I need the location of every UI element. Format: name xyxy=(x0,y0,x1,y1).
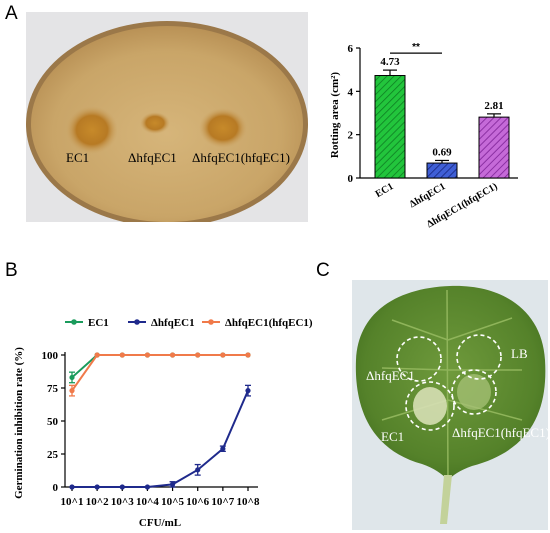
data-point xyxy=(94,352,100,358)
data-point xyxy=(69,484,75,490)
data-point xyxy=(169,352,176,358)
rotting-area-svg: Rotting area (cm²) 0 2 4 6 4.73 EC1 0.69 ΔhfqE… xyxy=(329,42,518,230)
bar-ytick-label: 2 xyxy=(348,130,354,142)
line-ylabel: Germination inhibition rate (%) xyxy=(13,347,25,499)
bar-ytick-label: 6 xyxy=(348,43,354,55)
potato-label-complement: ΔhfqEC1(hfqEC1) xyxy=(192,150,290,166)
bar-ytick-label: 0 xyxy=(348,173,354,185)
series-line xyxy=(72,390,249,488)
leaf-label-mutant-text: ΔhfqEC1 xyxy=(366,368,415,383)
legend-label: EC1 xyxy=(88,317,109,329)
germination-chart: Germination inhibition rate (%) CFU/mL E… xyxy=(10,300,313,530)
bar-data-label: 4.73 xyxy=(380,56,400,68)
potato-label-mutant: ΔhfqEC1 xyxy=(128,150,177,166)
data-point xyxy=(119,484,125,490)
potato-label-complement-text: ΔhfqEC1(hfqEC1) xyxy=(192,150,290,165)
data-point xyxy=(144,484,151,490)
leaf-label-lb: LB xyxy=(511,346,528,361)
line-ytick-label: 100 xyxy=(42,350,59,362)
line-xtick-label: 10^3 xyxy=(111,496,134,508)
line-ytick-label: 25 xyxy=(47,449,59,461)
data-point xyxy=(245,352,251,358)
data-point xyxy=(69,388,75,394)
bar xyxy=(478,116,510,179)
data-point xyxy=(220,352,226,358)
bar-data-label: 2.81 xyxy=(484,100,503,112)
legend-marker xyxy=(134,319,140,325)
bar-ytick-label: 4 xyxy=(348,86,354,98)
potato-label-mutant-text: ΔhfqEC1 xyxy=(128,150,177,165)
leaf-label-complement: ΔhfqEC1(hfqEC1) xyxy=(452,425,550,441)
bar-category-label: ΔhfqEC1 xyxy=(408,181,448,210)
leaf-label-mutant: ΔhfqEC1 xyxy=(366,368,415,384)
legend-marker xyxy=(208,319,214,325)
line-xtick-label: 10^7 xyxy=(211,496,234,508)
line-xtick-label: 10^6 xyxy=(186,496,209,508)
significance-label: ** xyxy=(412,42,420,53)
panel-letter-b: B xyxy=(5,260,18,281)
data-point xyxy=(119,352,125,358)
leaf-photo xyxy=(352,280,548,530)
potato-label-ec1: EC1 xyxy=(66,150,90,165)
line-xtick-label: 10^5 xyxy=(161,496,184,508)
data-point xyxy=(144,352,151,358)
series-line xyxy=(71,354,248,379)
data-point xyxy=(195,352,201,358)
line-xtick-label: 10^2 xyxy=(86,496,109,508)
bar-category-label: EC1 xyxy=(374,181,396,200)
line-xtick-label: 10^8 xyxy=(237,496,260,508)
bar-ylabel: Rotting area (cm²) xyxy=(329,72,341,159)
legend-marker xyxy=(71,319,77,325)
germination-svg: Germination inhibition rate (%) CFU/mL E… xyxy=(13,317,313,529)
panel-letter-a: A xyxy=(5,3,18,24)
data-point xyxy=(94,484,100,490)
legend-label: ΔhfqEC1 xyxy=(151,317,195,329)
data-point xyxy=(195,467,201,473)
line-ytick-label: 50 xyxy=(47,416,59,428)
line-ytick-label: 75 xyxy=(47,383,59,395)
bar-data-label: 0.69 xyxy=(432,146,452,158)
bar xyxy=(374,75,406,179)
line-xlabel: CFU/mL xyxy=(139,517,181,529)
line-ytick-label: 0 xyxy=(53,482,59,494)
data-point xyxy=(220,446,226,452)
line-xtick-label: 10^4 xyxy=(136,496,159,508)
bar xyxy=(426,162,458,179)
series-line xyxy=(71,354,248,392)
leaf-label-complement-text: ΔhfqEC1(hfqEC1) xyxy=(452,425,550,440)
leaf-label-ec1: EC1 xyxy=(381,429,405,444)
potato-photo xyxy=(26,12,308,222)
line-xtick-label: 10^1 xyxy=(61,496,84,508)
panel-letter-c: C xyxy=(316,260,330,281)
data-point xyxy=(69,374,75,381)
data-point xyxy=(169,481,176,487)
data-point xyxy=(245,388,251,394)
rotting-area-chart: Rotting area (cm²) 0 2 4 6 4.73 EC1 0.69 ΔhfqE… xyxy=(318,10,548,235)
legend-label: ΔhfqEC1(hfqEC1) xyxy=(225,317,313,329)
